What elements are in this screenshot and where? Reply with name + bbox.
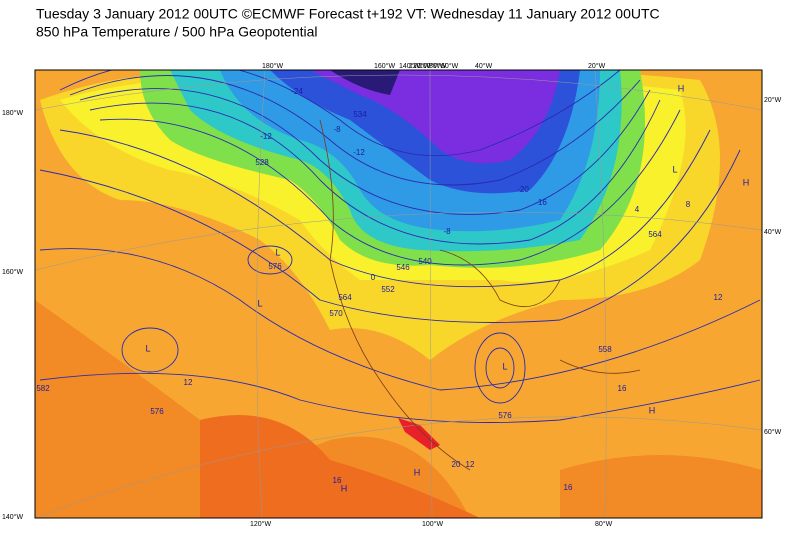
frame-label: 160°W	[374, 62, 395, 70]
frame-label: 180°W	[262, 62, 283, 70]
pressure-centre: H	[743, 177, 750, 187]
pressure-centre: L	[257, 298, 262, 308]
contour-label: 534	[353, 110, 367, 119]
pressure-centre: L	[145, 343, 150, 353]
contour-label: 16	[564, 483, 573, 492]
frame-label: 60°W	[441, 62, 459, 70]
contour-label: 552	[381, 285, 395, 294]
pressure-centre: L	[502, 361, 507, 371]
contour-label: 528	[255, 158, 269, 167]
pressure-centre: H	[678, 83, 685, 93]
contour-label: 8	[686, 200, 691, 209]
contour-label: 16	[618, 384, 627, 393]
contour-label: -16	[535, 198, 547, 207]
contour-label: 12	[184, 378, 193, 387]
contour-label: -12	[353, 148, 365, 157]
pressure-centre: H	[341, 483, 348, 493]
contour-label: 16	[333, 476, 342, 485]
contour-label: 558	[598, 345, 612, 354]
frame-label: 140°W	[399, 62, 420, 70]
contour-label: 582	[36, 384, 50, 393]
frame-label: 140°W	[2, 513, 23, 521]
contour-label: 4	[635, 205, 640, 214]
pressure-centre: H	[414, 467, 421, 477]
pressure-centre: H	[649, 405, 656, 415]
title-line-1: Tuesday 3 January 2012 00UTC ©ECMWF Fore…	[36, 6, 660, 22]
contour-label: 20	[452, 460, 461, 469]
contour-label: 12	[466, 460, 475, 469]
contour-label: 540	[418, 257, 432, 266]
contour-label: 576	[498, 411, 512, 420]
contour-label: 570	[329, 309, 343, 318]
contour-label: 576	[268, 262, 282, 271]
frame-label: 100°W	[422, 520, 443, 528]
frame-label: 120°W	[250, 520, 271, 528]
frame-label: 80°W	[595, 520, 613, 528]
contour-label: -8	[443, 227, 451, 236]
contour-label: 546	[396, 263, 410, 272]
contour-label: -24	[291, 87, 303, 96]
frame-label: 40°W	[475, 62, 493, 70]
frame-label: 20°W	[588, 62, 606, 70]
contour-label: 12	[714, 293, 723, 302]
pressure-centre: L	[672, 164, 677, 174]
frame-label: 100°W	[419, 62, 440, 70]
contour-label: -20	[517, 185, 529, 194]
contour-label: -12	[260, 132, 272, 141]
frame-label: 40°W	[764, 228, 782, 236]
contour-label: -8	[333, 125, 341, 134]
frame-label: 80°W	[429, 62, 447, 70]
contour-label: 564	[338, 293, 352, 302]
frame-label: 180°W	[2, 109, 23, 117]
map-area	[35, 70, 762, 518]
contour-label: 576	[150, 407, 164, 416]
pressure-centre: L	[275, 247, 280, 257]
title-line-2: 850 hPa Temperature / 500 hPa Geopotenti…	[36, 24, 318, 40]
map-frame	[34, 69, 763, 519]
frame-label: 120°W	[409, 62, 430, 70]
contour-label: 564	[648, 230, 662, 239]
frame-label: 20°W	[764, 96, 782, 104]
frame-label: 60°W	[764, 428, 782, 436]
frame-label: 160°W	[2, 268, 23, 276]
contour-label: 0	[371, 273, 376, 282]
